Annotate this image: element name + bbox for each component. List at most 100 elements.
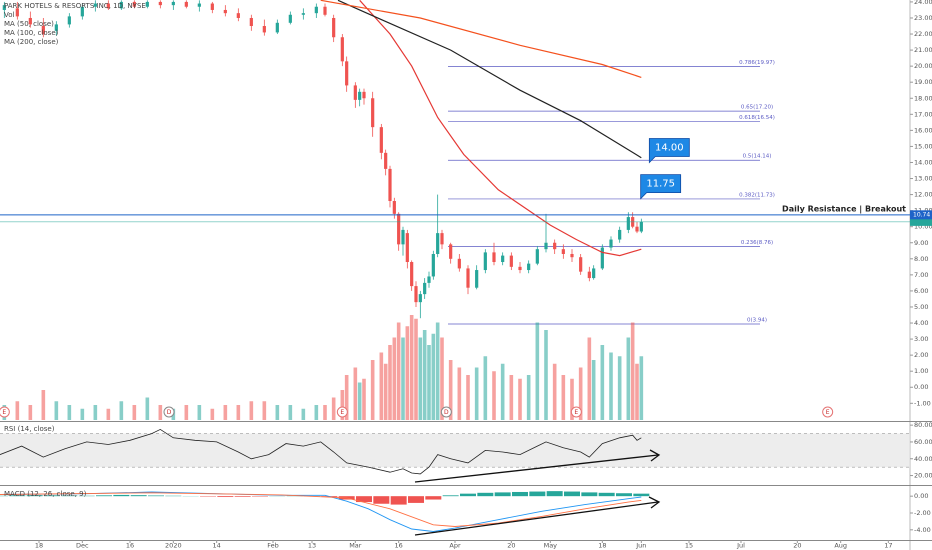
y-tick-label: 13.00 — [914, 175, 932, 183]
volume-bar — [431, 333, 436, 420]
x-tick-label: Mar — [349, 542, 362, 550]
callout-label: 14.00 — [655, 142, 684, 153]
volume-bar — [158, 405, 163, 420]
y-tick-label: 14.00 — [914, 158, 932, 166]
candle-body — [423, 282, 427, 295]
candle-body — [427, 276, 431, 283]
volume-bar — [544, 330, 548, 420]
fib-label: 0.382(11.73) — [739, 192, 775, 198]
macd-histogram-bar — [477, 492, 494, 497]
y-tick-label: 7.00 — [914, 271, 928, 279]
candle-body — [579, 257, 583, 272]
candle-body — [466, 268, 470, 288]
candle-body — [323, 6, 327, 15]
candle-body — [236, 13, 240, 18]
macd-histogram-bar — [408, 496, 424, 503]
resistance-price: 10.74 — [913, 211, 930, 218]
volume-bar — [275, 405, 280, 420]
volume-bar — [357, 382, 362, 420]
volume-bar — [370, 360, 375, 420]
y-tick-label: 5.00 — [914, 303, 928, 311]
legend-volume: Vol — [4, 11, 15, 19]
candle-body — [518, 266, 522, 271]
event-marker — [822, 406, 834, 418]
candle-body — [145, 1, 149, 7]
candle-body — [2, 5, 6, 10]
callout — [640, 174, 682, 200]
volume-bar — [145, 397, 150, 420]
volume-bar — [435, 322, 440, 420]
y-tick-label: 4.00 — [914, 319, 928, 327]
y-tick-label: 1.00 — [914, 367, 928, 375]
volume-bar — [422, 330, 427, 420]
volume-bar — [301, 408, 306, 420]
last-price-badge — [910, 217, 932, 226]
candle-body — [639, 221, 643, 232]
volume-bar — [587, 337, 592, 420]
x-tick-label: Apr — [449, 542, 461, 550]
candle-body — [609, 239, 613, 248]
candle-body — [41, 26, 45, 35]
volume-bar — [353, 367, 358, 420]
volume-bar — [418, 337, 423, 420]
macd-histogram-bar — [512, 491, 528, 497]
volume-bar — [401, 337, 405, 420]
volume-bar — [630, 322, 635, 420]
candle-body — [358, 91, 362, 100]
macd-histogram-bar — [425, 496, 442, 500]
event-marker — [336, 406, 348, 418]
candle-body — [93, 3, 97, 7]
candle-body — [483, 252, 487, 271]
resistance-badge — [910, 210, 932, 220]
candle-body — [262, 26, 266, 33]
volume-bar — [474, 367, 479, 420]
volume-bar — [492, 371, 496, 420]
macd-title: MACD (12, 26, close, 9) — [4, 490, 87, 498]
volume-bar — [379, 352, 384, 420]
macd-histogram-bar — [113, 494, 130, 497]
volume-bar — [388, 345, 392, 420]
volume-bar — [457, 367, 462, 420]
volume-bar — [262, 401, 267, 420]
macd-histogram-bar — [390, 496, 407, 505]
volume-bar — [106, 408, 111, 420]
volume-bar — [80, 408, 85, 420]
fib-label: 0.5(14.14) — [743, 154, 772, 160]
macd-histogram-bar — [61, 495, 78, 497]
legend-ma: MA (200, close) — [4, 38, 59, 46]
y-tick-label: 40.00 — [914, 455, 932, 463]
y-tick-label: 17.00 — [914, 110, 932, 118]
macd-histogram-bar — [96, 495, 112, 497]
callout — [648, 138, 690, 164]
volume-bar — [249, 401, 254, 420]
candle-body — [340, 37, 344, 62]
volume-bar — [223, 405, 228, 420]
candle-body — [392, 201, 396, 214]
candle-body — [544, 242, 548, 250]
candle-body — [587, 271, 591, 279]
x-tick-label: 18 — [598, 542, 606, 550]
volume-bar — [41, 390, 46, 420]
candle-body — [371, 98, 375, 128]
legend-ma: MA (50, close) — [4, 20, 54, 28]
candle-body — [475, 270, 479, 288]
candle-body — [618, 229, 622, 240]
volume-bar — [448, 360, 453, 420]
volume-bar — [639, 356, 644, 420]
candle-body — [332, 17, 336, 38]
volume-bar — [561, 375, 566, 420]
volume-bar — [626, 337, 631, 420]
candle-body — [362, 91, 366, 99]
volume-bar — [344, 375, 349, 420]
event-label: D — [167, 409, 172, 416]
volume-bar — [518, 378, 522, 420]
volume-bar — [132, 405, 137, 420]
x-tick-label: Aug — [834, 542, 847, 550]
volume-bar — [184, 405, 189, 420]
volume-bar — [396, 322, 401, 420]
candle-body — [67, 16, 71, 25]
rsi-band — [0, 433, 910, 468]
x-tick-label: 18 — [35, 542, 43, 550]
